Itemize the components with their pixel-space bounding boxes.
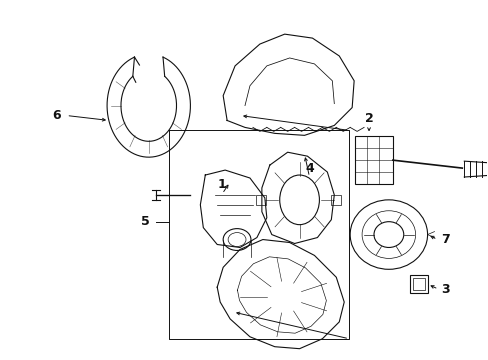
Bar <box>255 195 265 205</box>
Text: 4: 4 <box>305 162 313 175</box>
Bar <box>409 275 427 293</box>
Text: 3: 3 <box>440 283 449 296</box>
Bar <box>331 195 341 205</box>
Text: 7: 7 <box>440 233 449 246</box>
Text: 6: 6 <box>52 109 61 122</box>
Text: 5: 5 <box>141 215 150 228</box>
Text: 1: 1 <box>217 179 226 192</box>
Bar <box>354 136 392 184</box>
Text: 2: 2 <box>364 112 373 125</box>
Bar <box>412 278 424 290</box>
